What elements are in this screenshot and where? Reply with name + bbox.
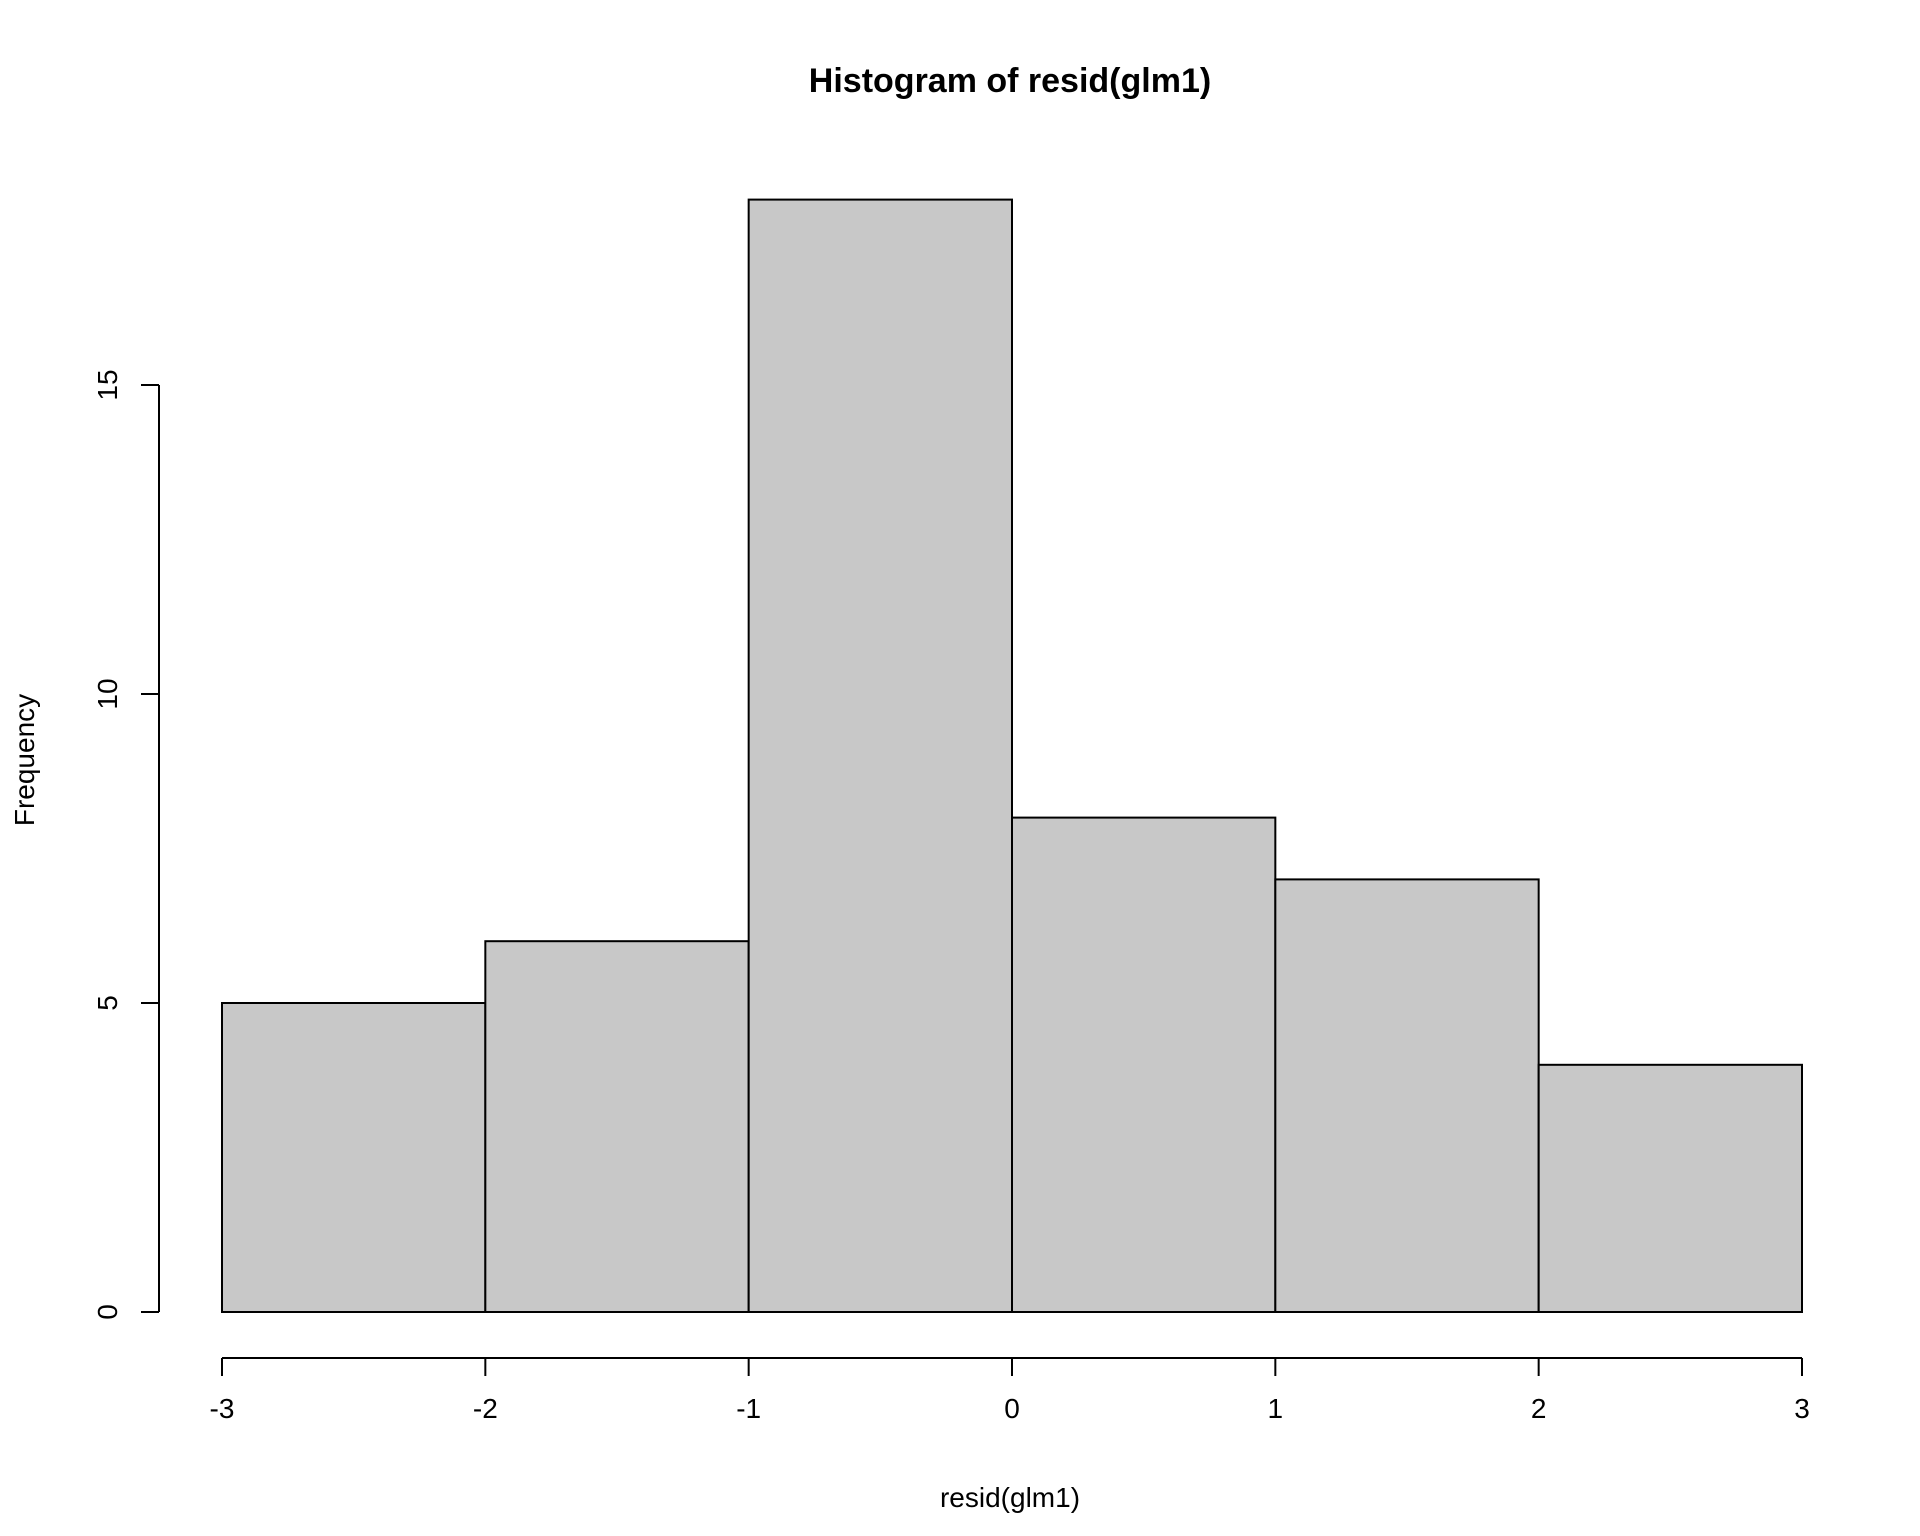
bars-group (221, 198, 1803, 1314)
y-tick-label: 5 (92, 995, 123, 1011)
x-tick-label: 1 (1268, 1393, 1284, 1424)
chart-title: Histogram of resid(glm1) (809, 62, 1211, 100)
y-tick-label: 0 (92, 1304, 123, 1320)
histogram-bar (1274, 878, 1540, 1314)
x-tick-label: -2 (473, 1393, 498, 1424)
histogram-bar (221, 1002, 487, 1313)
y-axis: 0 5 10 15 (92, 369, 160, 1320)
x-tick-label: 2 (1531, 1393, 1547, 1424)
histogram-bar (1011, 816, 1277, 1313)
x-tick-label: 0 (1004, 1393, 1020, 1424)
y-tick-label: 10 (92, 678, 123, 709)
y-tick-label: 15 (92, 369, 123, 400)
x-axis: -3 -2 -1 0 1 2 3 (210, 1357, 1810, 1424)
x-tick-label: -3 (210, 1393, 235, 1424)
x-tick-label: -1 (736, 1393, 761, 1424)
x-axis-label: resid(glm1) (940, 1482, 1080, 1513)
x-tick-label: 3 (1794, 1393, 1810, 1424)
histogram-bar (747, 198, 1014, 1314)
histogram-bar (484, 940, 750, 1313)
y-axis-label: Frequency (9, 694, 40, 826)
histogram-bar (1537, 1063, 1803, 1314)
